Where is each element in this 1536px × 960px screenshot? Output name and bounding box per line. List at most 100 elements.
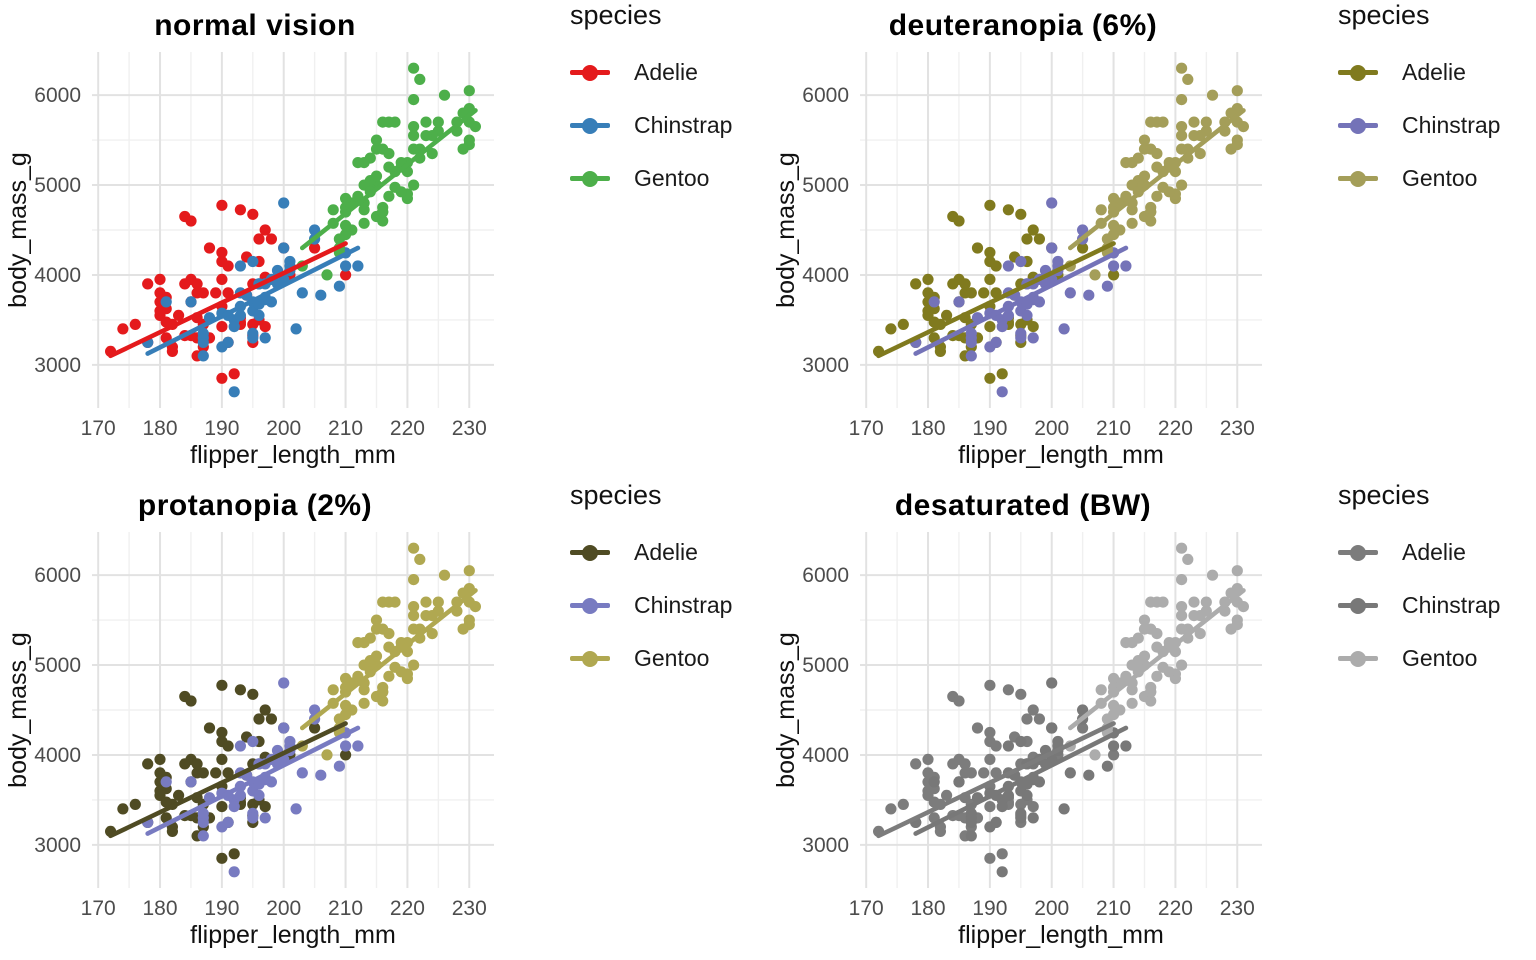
chart-block-protanopia: protanopia (2%) 170 180 190 200 210 220 230 300…: [0, 480, 540, 952]
legend-label-adelie: Adelie: [634, 59, 698, 85]
svg-text:220: 220: [1158, 897, 1193, 920]
legend-label-gentoo: Gentoo: [1402, 645, 1478, 671]
svg-text:180: 180: [143, 417, 178, 440]
legend-item-adelie: Adelie: [570, 539, 768, 566]
svg-text:3000: 3000: [34, 834, 81, 857]
svg-text:6000: 6000: [802, 564, 849, 587]
legend-item-gentoo: Gentoo: [1338, 645, 1536, 672]
legend-key-chinstrap-icon: [570, 117, 610, 134]
legend-label-chinstrap: Chinstrap: [634, 592, 733, 618]
legend-key-adelie-icon: [1338, 544, 1378, 561]
panel-title-protanopia: protanopia (2%): [137, 489, 373, 522]
svg-text:3000: 3000: [802, 354, 849, 377]
legend-key-chinstrap-icon: [570, 597, 610, 614]
svg-text:4000: 4000: [34, 264, 81, 287]
svg-text:170: 170: [849, 417, 884, 440]
svg-text:flipper_length_mm: flipper_length_mm: [190, 441, 396, 469]
svg-text:180: 180: [143, 897, 178, 920]
legend-item-chinstrap: Chinstrap: [1338, 112, 1536, 139]
svg-text:body_mass_g: body_mass_g: [772, 632, 800, 788]
svg-text:4000: 4000: [34, 744, 81, 767]
scatter-plot-desaturated: 170 180 190 200 210 220 230 3000 4000 5000 6000 fli…: [772, 532, 1262, 949]
svg-text:230: 230: [452, 897, 487, 920]
legend-key-chinstrap-icon: [1338, 117, 1378, 134]
svg-text:200: 200: [266, 897, 301, 920]
panel-title-desaturated: desaturated (BW): [894, 489, 1152, 522]
svg-text:190: 190: [204, 897, 239, 920]
svg-text:180: 180: [911, 897, 946, 920]
legend-item-chinstrap: Chinstrap: [570, 112, 768, 139]
legend-label-adelie: Adelie: [1402, 539, 1466, 565]
svg-text:6000: 6000: [34, 564, 81, 587]
svg-text:210: 210: [328, 417, 363, 440]
legend-label-gentoo: Gentoo: [1402, 165, 1478, 191]
chart-block-desaturated: desaturated (BW) 170 180 190 200 210 220 230 30…: [768, 480, 1308, 952]
svg-text:220: 220: [1158, 417, 1193, 440]
svg-text:5000: 5000: [802, 654, 849, 677]
legend-title: species: [1338, 0, 1430, 30]
panel-desaturated: desaturated (BW) 170 180 190 200 210 220 230 30…: [768, 480, 1536, 960]
svg-text:body_mass_g: body_mass_g: [4, 152, 32, 308]
svg-text:170: 170: [81, 417, 116, 440]
scatter-plot-normal: 170 180 190 200 210 220 230 3000 4000 5000 6000 fli…: [4, 52, 494, 469]
chart-block-normal: normal vision 170 180 190 200 210 220 230 3000 4…: [0, 0, 540, 472]
svg-text:4000: 4000: [802, 264, 849, 287]
legend-title: species: [570, 480, 662, 510]
svg-text:210: 210: [328, 897, 363, 920]
legend-key-gentoo-icon: [1338, 170, 1378, 187]
svg-text:190: 190: [204, 417, 239, 440]
panel-title-deuteranopia: deuteranopia (6%): [888, 9, 1158, 42]
legend-item-gentoo: Gentoo: [570, 165, 768, 192]
svg-text:3000: 3000: [802, 834, 849, 857]
svg-text:230: 230: [1220, 417, 1255, 440]
svg-text:flipper_length_mm: flipper_length_mm: [958, 441, 1164, 469]
svg-text:230: 230: [452, 417, 487, 440]
legend-protanopia: species Adelie Chinstrap Gentoo: [540, 480, 768, 754]
legend-key-adelie-icon: [570, 544, 610, 561]
svg-text:190: 190: [972, 417, 1007, 440]
svg-text:6000: 6000: [802, 84, 849, 107]
legend-title: species: [570, 0, 662, 30]
legend-desaturated: species Adelie Chinstrap Gentoo: [1308, 480, 1536, 754]
svg-text:200: 200: [266, 417, 301, 440]
panel-normal-vision: normal vision 170 180 190 200 210 220 230 3000 4…: [0, 0, 768, 480]
svg-text:210: 210: [1096, 417, 1131, 440]
legend-key-gentoo-icon: [570, 650, 610, 667]
svg-text:210: 210: [1096, 897, 1131, 920]
legend-label-chinstrap: Chinstrap: [1402, 112, 1501, 138]
svg-text:220: 220: [390, 417, 425, 440]
legend-label-gentoo: Gentoo: [634, 165, 710, 191]
svg-text:190: 190: [972, 897, 1007, 920]
legend-label-gentoo: Gentoo: [634, 645, 710, 671]
svg-text:180: 180: [911, 417, 946, 440]
svg-text:flipper_length_mm: flipper_length_mm: [958, 921, 1164, 949]
legend-item-chinstrap: Chinstrap: [570, 592, 768, 619]
svg-text:170: 170: [81, 897, 116, 920]
svg-text:body_mass_g: body_mass_g: [4, 632, 32, 788]
legend-title: species: [1338, 480, 1430, 510]
legend-key-gentoo-icon: [1338, 650, 1378, 667]
legend-key-chinstrap-icon: [1338, 597, 1378, 614]
legend-label-chinstrap: Chinstrap: [634, 112, 733, 138]
svg-text:220: 220: [390, 897, 425, 920]
panel-title-normal: normal vision: [154, 9, 356, 42]
panel-protanopia: protanopia (2%) 170 180 190 200 210 220 230 300…: [0, 480, 768, 960]
legend-deuteranopia: species Adelie Chinstrap Gentoo: [1308, 0, 1536, 274]
svg-text:5000: 5000: [34, 174, 81, 197]
legend-item-gentoo: Gentoo: [1338, 165, 1536, 192]
chart-block-deuteranopia: deuteranopia (6%) 170 180 190 200 210 220 230 3…: [768, 0, 1308, 472]
scatter-plot-protanopia: 170 180 190 200 210 220 230 3000 4000 5000 6000 fli…: [4, 532, 494, 949]
legend-item-adelie: Adelie: [1338, 59, 1536, 86]
legend-item-chinstrap: Chinstrap: [1338, 592, 1536, 619]
svg-text:4000: 4000: [802, 744, 849, 767]
svg-text:200: 200: [1034, 897, 1069, 920]
legend-item-gentoo: Gentoo: [570, 645, 768, 672]
legend-key-gentoo-icon: [570, 170, 610, 187]
svg-text:200: 200: [1034, 417, 1069, 440]
svg-text:5000: 5000: [802, 174, 849, 197]
svg-text:170: 170: [849, 897, 884, 920]
panel-deuteranopia: deuteranopia (6%) 170 180 190 200 210 220 230 3…: [768, 0, 1536, 480]
svg-text:body_mass_g: body_mass_g: [772, 152, 800, 308]
legend-label-adelie: Adelie: [1402, 59, 1466, 85]
